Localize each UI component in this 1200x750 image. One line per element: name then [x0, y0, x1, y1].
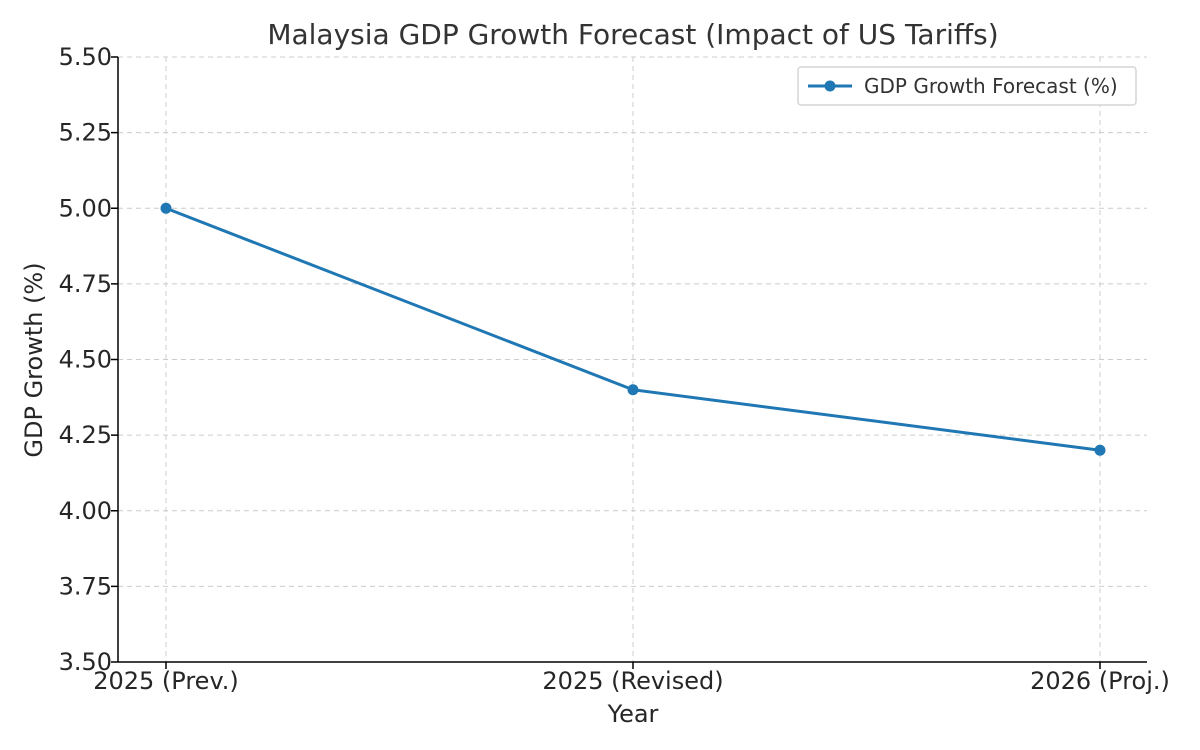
- y-tick-label: 5.25: [59, 119, 112, 147]
- x-axis-label: Year: [607, 700, 659, 728]
- y-tick-label: 4.50: [59, 346, 112, 374]
- data-point: [1094, 444, 1106, 456]
- y-tick-label: 4.25: [59, 421, 112, 449]
- x-tick-label: 2025 (Prev.): [93, 667, 239, 695]
- legend-label: GDP Growth Forecast (%): [864, 74, 1118, 98]
- y-axis-label: GDP Growth (%): [20, 262, 48, 457]
- series: [160, 202, 1106, 456]
- data-point: [627, 384, 639, 396]
- x-tick-label: 2026 (Proj.): [1030, 667, 1170, 695]
- data-point: [160, 202, 172, 214]
- y-tick-label: 3.50: [59, 648, 112, 676]
- legend-marker: [824, 80, 836, 92]
- y-tick-label: 4.00: [59, 497, 112, 525]
- chart-title: Malaysia GDP Growth Forecast (Impact of …: [267, 18, 998, 51]
- axes: 3.50 3.75 4.00 4.25 4.50 4.75 5.00 5.25 5.50 2025…: [59, 43, 1170, 695]
- y-tick-label: 4.75: [59, 270, 112, 298]
- x-tick-label: 2025 (Revised): [542, 667, 723, 695]
- grid: [118, 56, 1147, 663]
- y-tick-label: 3.75: [59, 572, 112, 600]
- y-tick-label: 5.00: [59, 194, 112, 222]
- legend-box: [797, 66, 1137, 106]
- y-tick-label: 5.50: [59, 43, 112, 71]
- legend: GDP Growth Forecast (%): [797, 66, 1137, 106]
